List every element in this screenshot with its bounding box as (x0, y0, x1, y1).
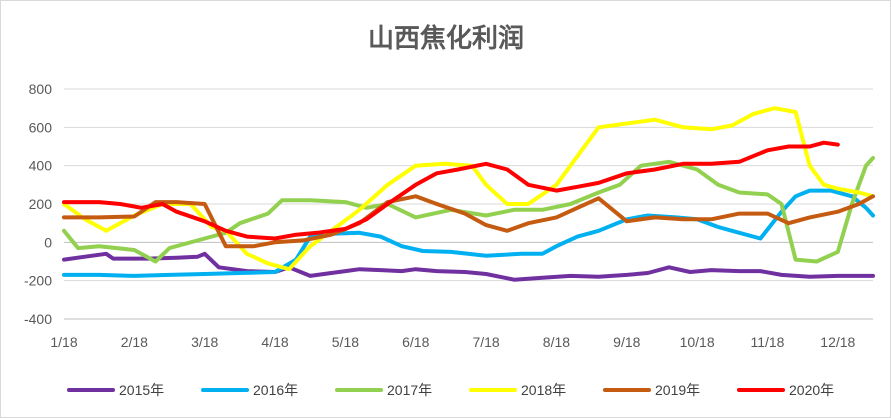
legend-label: 2017年 (387, 382, 432, 398)
x-tick-label: 12/18 (820, 334, 855, 350)
x-axis-ticks: 1/18 2/18 3/18 4/18 5/18 6/18 7/18 8/18 9/18 10/1… (50, 334, 855, 350)
x-tick-label: 9/18 (613, 334, 640, 350)
y-axis-ticks: 800 600 400 200 0 -200 -400 (24, 81, 52, 327)
x-tick-label: 8/18 (543, 334, 570, 350)
x-tick-label: 3/18 (191, 334, 218, 350)
x-tick-label: 2/18 (121, 334, 148, 350)
series-line-1 (62, 188, 875, 278)
x-tick-label: 1/18 (50, 334, 77, 350)
x-tick-label: 6/18 (402, 334, 429, 350)
legend: 2015年 2016年 2017年 2018年 2019年 2020年 (67, 382, 834, 398)
y-tick-label: -200 (24, 273, 52, 289)
series-line-0 (62, 251, 875, 282)
x-tick-label: 4/18 (261, 334, 288, 350)
legend-label: 2019年 (655, 382, 700, 398)
chart-title: 山西焦化利润 (368, 23, 524, 54)
series-line-5 (62, 140, 840, 241)
y-tick-label: 0 (44, 234, 52, 250)
legend-label: 2020年 (789, 382, 834, 398)
legend-label: 2015年 (119, 382, 164, 398)
y-tick-label: 200 (29, 196, 53, 212)
series-line-4 (62, 194, 875, 249)
y-tick-label: 800 (29, 81, 53, 97)
legend-label: 2016年 (253, 382, 298, 398)
x-tick-label: 7/18 (472, 334, 499, 350)
x-tick-label: 11/18 (750, 334, 784, 350)
legend-label: 2018年 (521, 382, 566, 398)
series-lines (62, 106, 875, 282)
x-tick-label: 10/18 (680, 334, 715, 350)
series-line-3 (62, 106, 875, 272)
y-tick-label: 600 (29, 119, 53, 135)
y-tick-label: -400 (24, 311, 52, 327)
series-line-2 (62, 156, 875, 264)
y-tick-label: 400 (29, 158, 53, 174)
x-tick-label: 5/18 (332, 334, 359, 350)
